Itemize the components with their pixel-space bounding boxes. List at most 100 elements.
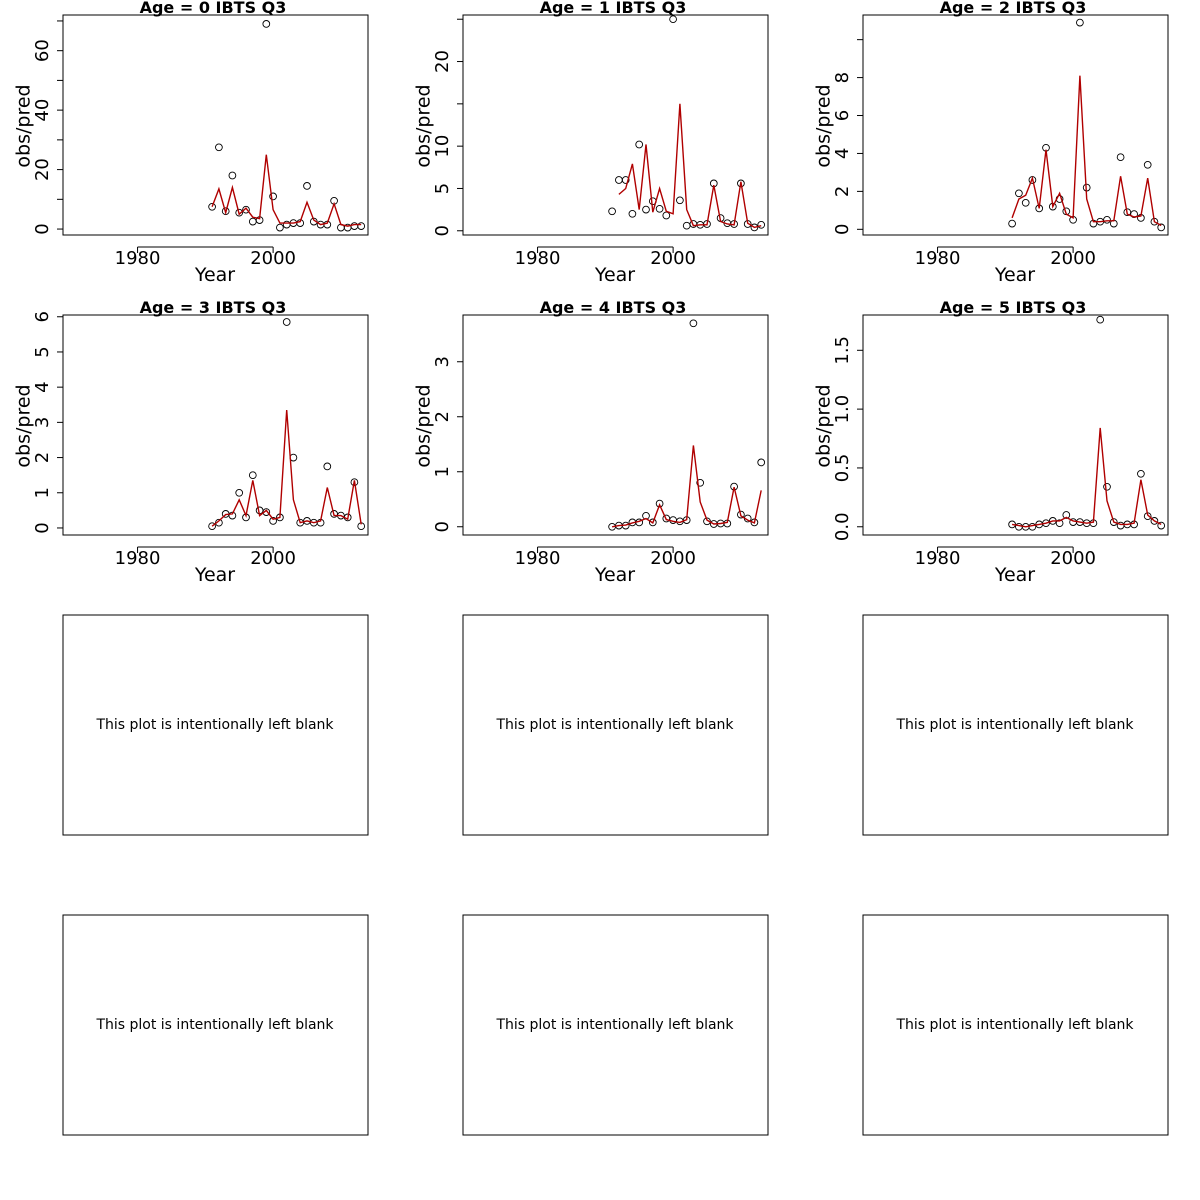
blank-panel-message: This plot is intentionally left blank <box>95 1017 334 1033</box>
y-tick-label: 1 <box>32 487 53 498</box>
blank-panel-message: This plot is intentionally left blank <box>895 1017 1134 1033</box>
prediction-line <box>1011 75 1162 227</box>
observation-point <box>269 192 277 201</box>
chart-panel: Age = 4 IBTS Q3 1980 2000 Year 0 1 2 3 obs/pred <box>413 298 769 586</box>
x-tick-label: 1980 <box>515 248 561 269</box>
y-tick-label: 0.5 <box>832 454 853 483</box>
observation-point <box>737 510 745 519</box>
y-tick-label: 1 <box>432 466 453 477</box>
x-tick-label: 2000 <box>650 248 696 269</box>
observation-point <box>1123 208 1132 217</box>
blank-panel-message: This plot is intentionally left blank <box>95 717 334 733</box>
observation-point <box>1143 160 1152 169</box>
observation-point <box>1015 522 1023 531</box>
y-tick-label: 2 <box>832 186 853 197</box>
x-axis: 1980 2000 Year <box>915 546 1096 586</box>
prediction-line <box>618 103 762 229</box>
x-tick-label: 2000 <box>1050 548 1096 569</box>
observation-point <box>655 204 664 213</box>
blank-panel-frame <box>462 614 769 836</box>
blank-panel-frame <box>862 914 1169 1136</box>
blank-panel-frame <box>862 614 1169 836</box>
y-tick-label: 10 <box>432 135 453 158</box>
blank-panel-frame <box>62 914 369 1136</box>
y-axis: 0.0 0.5 1.0 1.5 obs/pred <box>813 336 864 541</box>
x-tick-label: 2000 <box>250 248 296 269</box>
observation-point <box>269 517 277 525</box>
blank-panel-frame <box>62 614 369 836</box>
observation-point <box>228 511 237 520</box>
observation-point <box>1015 189 1023 198</box>
y-axis-title: obs/pred <box>813 84 835 167</box>
observation-point <box>1096 315 1105 324</box>
x-axis: 1980 2000 Year <box>915 246 1096 286</box>
x-tick-label: 2000 <box>250 548 296 569</box>
y-tick-label: 20 <box>432 50 453 73</box>
y-tick-label: 2 <box>32 452 53 463</box>
chart-panel: Age = 0 IBTS Q3 1980 2000 Year 0 20 40 60 obs/pr… <box>13 0 369 286</box>
observation-point <box>669 15 677 24</box>
y-tick-label: 6 <box>32 311 53 322</box>
blank-panel: This plot is intentionally left blank <box>862 914 1169 1136</box>
x-axis-title: Year <box>194 564 235 586</box>
x-tick-label: 1980 <box>115 248 161 269</box>
x-axis-title: Year <box>994 264 1035 286</box>
prediction-line <box>611 445 762 528</box>
observation-point <box>648 518 657 527</box>
plot-frame <box>62 14 369 236</box>
observation-point <box>703 220 711 228</box>
observation-point <box>262 508 271 516</box>
x-axis: 1980 2000 Year <box>115 246 296 286</box>
observation-point <box>655 499 664 508</box>
observation-point <box>215 143 223 152</box>
observation-point <box>1008 219 1016 228</box>
observation-point <box>628 209 637 218</box>
observation-point <box>757 220 766 229</box>
panel-title: Age = 1 IBTS Q3 <box>540 0 687 17</box>
panel-title: Age = 5 IBTS Q3 <box>940 298 1087 317</box>
observation-point <box>1157 223 1166 232</box>
plot-frame <box>462 314 769 536</box>
x-tick-label: 1980 <box>515 548 561 569</box>
plot-frame <box>862 314 1169 536</box>
y-tick-label: 8 <box>832 72 853 83</box>
chart-panel: Age = 5 IBTS Q3 1980 2000 Year 0.0 0.5 1.0 1.5 o… <box>813 298 1169 586</box>
panel-title: Age = 0 IBTS Q3 <box>140 0 287 17</box>
observation-point <box>1116 153 1125 162</box>
blank-panel-message: This plot is intentionally left blank <box>895 717 1134 733</box>
y-tick-label: 3 <box>432 356 453 367</box>
y-axis-title: obs/pred <box>413 84 435 167</box>
observation-point <box>676 196 684 205</box>
blank-panel-frame <box>462 914 769 1136</box>
observation-point <box>1076 18 1084 27</box>
observation-point <box>615 176 623 184</box>
observation-point <box>303 182 311 190</box>
x-axis: 1980 2000 Year <box>115 546 296 586</box>
x-axis: 1980 2000 Year <box>515 546 696 586</box>
x-axis-title: Year <box>194 264 235 286</box>
y-tick-label: 0 <box>432 521 453 532</box>
observation-point <box>276 223 284 232</box>
blank-panel: This plot is intentionally left blank <box>462 914 769 1136</box>
plot-frame <box>462 14 769 236</box>
observation-point <box>262 20 271 28</box>
blank-panel: This plot is intentionally left blank <box>62 914 369 1136</box>
y-axis-title: obs/pred <box>13 384 35 467</box>
y-axis-title: obs/pred <box>413 384 435 467</box>
observation-point <box>323 462 332 471</box>
plot-frame <box>862 14 1169 236</box>
observation-point <box>757 458 766 467</box>
observation-point <box>696 478 705 487</box>
y-tick-label: 3 <box>32 417 53 428</box>
blank-panel-message: This plot is intentionally left blank <box>495 1017 734 1033</box>
observation-point <box>282 220 291 229</box>
observation-point <box>357 222 366 230</box>
observation-point <box>689 319 698 328</box>
y-tick-label: 40 <box>32 99 53 122</box>
chart-panel: Age = 1 IBTS Q3 1980 2000 Year 0 5 10 20 obs/pre… <box>413 0 769 286</box>
x-tick-label: 1980 <box>915 548 961 569</box>
y-tick-label: 2 <box>432 411 453 422</box>
observation-point <box>1103 482 1111 491</box>
y-tick-label: 1.5 <box>832 336 853 365</box>
